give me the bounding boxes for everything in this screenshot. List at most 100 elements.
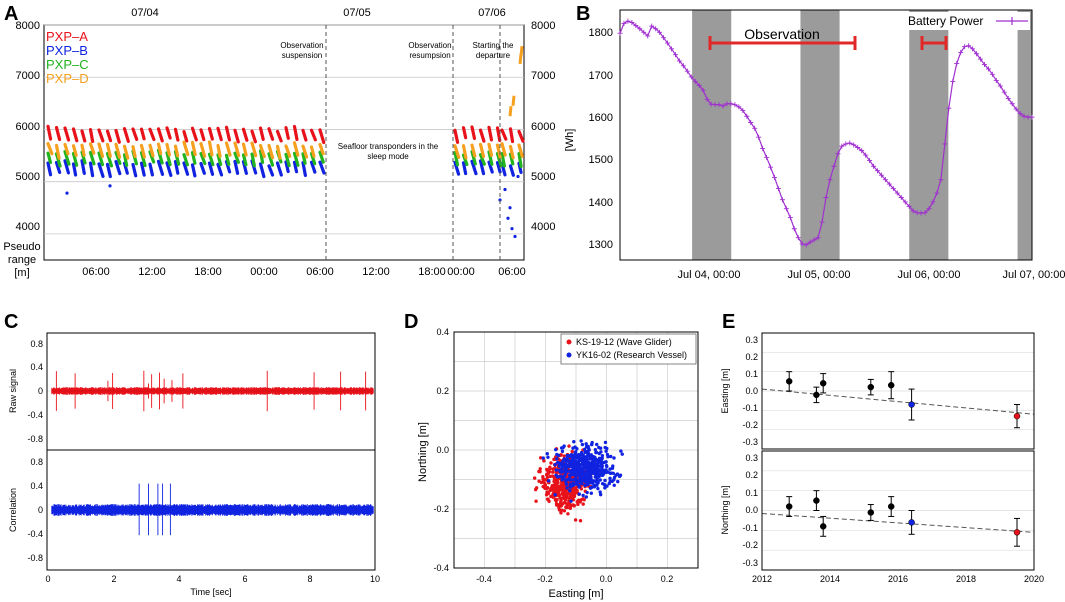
panel-a-x-ticks: 06:00 12:00 18:00 00:00 06:00 12:00 18:0… xyxy=(82,266,526,278)
research-vessel-point xyxy=(611,471,615,475)
research-vessel-point xyxy=(603,478,607,483)
a-mark-1-0 xyxy=(148,162,154,177)
night-band-0 xyxy=(692,10,732,260)
x-tick-3: 18:00 xyxy=(194,266,222,278)
d-x-tick-n0.2: -0.2 xyxy=(537,574,553,584)
battery-point-87 xyxy=(962,44,968,50)
research-vessel-point xyxy=(600,481,605,486)
battery-point-37 xyxy=(764,154,770,160)
a-mark-2-0 xyxy=(199,151,207,166)
e-top-y-tick-0.3: 0.3 xyxy=(745,335,758,345)
research-vessel-point xyxy=(571,472,575,477)
a-mark-2-0 xyxy=(267,152,275,167)
battery-point-47 xyxy=(803,242,809,248)
battery-point-26 xyxy=(720,103,726,109)
research-vessel-point xyxy=(569,462,574,466)
a-outlier-4 xyxy=(503,187,507,192)
research-vessel-point xyxy=(592,483,596,487)
research-vessel-point xyxy=(588,486,593,490)
research-vessel-point xyxy=(583,470,588,474)
battery-point-0 xyxy=(617,30,623,36)
a-mark-0-1 xyxy=(495,126,502,143)
a-mark-0-0 xyxy=(318,128,326,145)
battery-point-62 xyxy=(863,152,869,158)
a-mark-1-0 xyxy=(199,161,206,175)
annotation-suspension-2: suspension xyxy=(282,51,322,60)
wave-glider-point xyxy=(565,501,569,506)
a-mark-1-0 xyxy=(80,159,86,175)
research-vessel-point xyxy=(590,461,594,465)
panel-e: E 0.3 0.2 0.1 0.0 -0.1 -0.2 -0.3 Easting… xyxy=(720,311,1044,584)
research-vessel-point xyxy=(593,455,597,460)
wave-glider-point xyxy=(566,512,570,516)
a-mark-1-0 xyxy=(71,162,78,177)
e-point xyxy=(908,519,915,526)
a-mark-0-0 xyxy=(182,130,189,143)
wave-glider-point xyxy=(532,476,537,480)
a-mark-3-1 xyxy=(487,142,494,157)
panel-e-data xyxy=(761,371,1035,547)
y-tick-6000: 6000 xyxy=(16,121,40,133)
wave-glider-point xyxy=(534,499,538,503)
battery-point-54 xyxy=(831,163,837,169)
a-mark-3-1 xyxy=(495,143,502,159)
a-mark-1-1 xyxy=(461,161,468,176)
research-vessel-point xyxy=(588,464,592,469)
y-tick-right-8000: 8000 xyxy=(531,20,555,32)
research-vessel-point xyxy=(589,479,593,484)
battery-point-45 xyxy=(795,235,801,241)
a-outlier-7 xyxy=(516,174,520,179)
wave-glider-point xyxy=(557,502,562,507)
a-mark-1-1 xyxy=(453,160,461,176)
battery-point-13 xyxy=(669,46,674,52)
a-mark-0-2 xyxy=(500,128,508,141)
research-vessel-point xyxy=(576,479,580,483)
e-bot-y-tick-n0.1: -0.1 xyxy=(742,523,758,533)
x-tick-8: 00:00 xyxy=(447,266,475,278)
wave-glider-point xyxy=(552,457,556,462)
d-y-tick-0.2: 0.2 xyxy=(436,386,449,396)
battery-point-2 xyxy=(625,18,631,24)
battery-point-40 xyxy=(775,186,781,192)
e-top-y-label: Easting [m] xyxy=(720,368,730,413)
research-vessel-point xyxy=(589,476,593,481)
panel-e-label: E xyxy=(722,311,735,333)
wave-glider-point xyxy=(534,486,539,490)
a-mark-1-0 xyxy=(165,161,173,177)
raw-signal-trace xyxy=(51,387,374,395)
research-vessel-point xyxy=(545,452,549,456)
research-vessel-point xyxy=(580,481,584,486)
wave-glider-point xyxy=(559,511,563,515)
research-vessel-point xyxy=(573,451,577,456)
b-y-tick-1300: 1300 xyxy=(589,239,613,251)
battery-point-59 xyxy=(851,142,857,148)
battery-point-73 xyxy=(906,203,912,209)
research-vessel-point xyxy=(564,469,569,474)
a-mark-0-0 xyxy=(207,126,214,141)
battery-point-104 xyxy=(1029,114,1035,120)
e-point xyxy=(819,523,827,530)
wave-glider-point xyxy=(543,482,547,486)
c-x-tick-10: 10 xyxy=(370,574,380,584)
panel-b-night-bands xyxy=(692,10,1032,260)
c-bot-y-tick-0.8: 0.8 xyxy=(30,457,43,467)
a-mark-3-0 xyxy=(241,142,248,157)
research-vessel-point xyxy=(554,468,559,472)
battery-point-100 xyxy=(1013,106,1019,112)
a-mark-2-0 xyxy=(165,151,172,167)
battery-point-6 xyxy=(641,29,647,35)
wave-glider-point xyxy=(573,489,577,493)
battery-point-14 xyxy=(672,52,678,58)
a-mark-0-0 xyxy=(275,129,283,143)
research-vessel-point xyxy=(610,466,615,470)
wave-glider-point xyxy=(557,505,561,510)
battery-point-55 xyxy=(835,151,841,157)
a-mark-0-1 xyxy=(470,125,477,141)
research-vessel-point xyxy=(557,464,561,468)
a-mark-2-0 xyxy=(233,151,240,164)
research-vessel-point xyxy=(605,452,610,457)
legend-research-vessel-marker xyxy=(566,352,572,358)
battery-point-51 xyxy=(819,219,825,225)
research-vessel-point xyxy=(561,469,565,474)
wave-glider-point xyxy=(551,467,555,471)
